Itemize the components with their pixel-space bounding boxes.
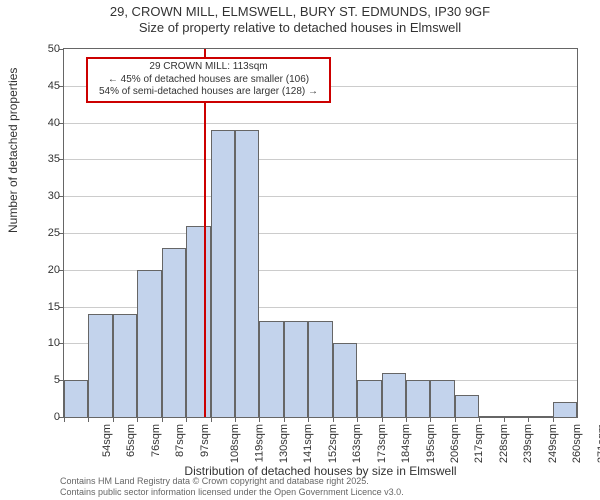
x-tick-mark bbox=[553, 417, 554, 422]
histogram-bar bbox=[308, 321, 332, 417]
histogram-bar bbox=[479, 416, 503, 417]
gridline bbox=[64, 123, 577, 124]
x-tick-label: 195sqm bbox=[425, 424, 437, 463]
y-tick-label: 10 bbox=[30, 337, 60, 349]
y-tick-label: 50 bbox=[30, 43, 60, 55]
histogram-bar bbox=[186, 226, 210, 417]
x-tick-mark bbox=[162, 417, 163, 422]
x-tick-label: 108sqm bbox=[229, 424, 241, 463]
histogram-bar bbox=[504, 416, 528, 417]
histogram-bar bbox=[259, 321, 283, 417]
histogram-bar bbox=[406, 380, 430, 417]
annotation-line: 29 CROWN MILL: 113sqm bbox=[94, 61, 323, 74]
x-tick-label: 130sqm bbox=[278, 424, 290, 463]
x-tick-mark bbox=[211, 417, 212, 422]
histogram-bar bbox=[357, 380, 381, 417]
x-tick-mark bbox=[479, 417, 480, 422]
x-tick-mark bbox=[406, 417, 407, 422]
y-tick-label: 5 bbox=[30, 374, 60, 386]
footer-line-2: Contains public sector information licen… bbox=[60, 487, 404, 498]
y-tick-label: 35 bbox=[30, 153, 60, 165]
histogram-bar bbox=[382, 373, 406, 417]
x-tick-mark bbox=[504, 417, 505, 422]
x-tick-label: 239sqm bbox=[522, 424, 534, 463]
x-tick-mark bbox=[88, 417, 89, 422]
histogram-bar bbox=[235, 130, 259, 417]
x-tick-label: 141sqm bbox=[303, 424, 315, 463]
x-tick-label: 163sqm bbox=[351, 424, 363, 463]
x-tick-label: 119sqm bbox=[253, 424, 265, 462]
x-tick-mark bbox=[382, 417, 383, 422]
histogram-bar bbox=[430, 380, 454, 417]
x-tick-mark bbox=[259, 417, 260, 422]
x-tick-mark bbox=[430, 417, 431, 422]
histogram-bar bbox=[455, 395, 479, 417]
x-tick-mark bbox=[186, 417, 187, 422]
x-tick-label: 217sqm bbox=[474, 424, 486, 463]
histogram-bar bbox=[88, 314, 112, 417]
footer-attribution: Contains HM Land Registry data © Crown c… bbox=[60, 476, 404, 498]
histogram-bar bbox=[528, 416, 552, 417]
plot-area: 29 CROWN MILL: 113sqm← 45% of detached h… bbox=[63, 48, 578, 418]
x-tick-label: 184sqm bbox=[400, 424, 412, 463]
histogram-bar bbox=[162, 248, 186, 417]
x-tick-label: 97sqm bbox=[199, 424, 211, 457]
y-tick-label: 45 bbox=[30, 80, 60, 92]
histogram-bar bbox=[553, 402, 577, 417]
y-tick-label: 20 bbox=[30, 264, 60, 276]
y-tick-label: 30 bbox=[30, 190, 60, 202]
chart-container: 29, CROWN MILL, ELMSWELL, BURY ST. EDMUN… bbox=[0, 0, 600, 500]
chart-title: 29, CROWN MILL, ELMSWELL, BURY ST. EDMUN… bbox=[0, 4, 600, 37]
x-tick-label: 87sqm bbox=[174, 424, 186, 457]
x-tick-mark bbox=[235, 417, 236, 422]
histogram-bar bbox=[137, 270, 161, 417]
x-tick-mark bbox=[528, 417, 529, 422]
y-tick-label: 40 bbox=[30, 117, 60, 129]
histogram-bar bbox=[113, 314, 137, 417]
x-tick-label: 271sqm bbox=[596, 424, 600, 463]
x-tick-mark bbox=[113, 417, 114, 422]
annotation-line: 54% of semi-detached houses are larger (… bbox=[94, 86, 323, 99]
histogram-bar bbox=[333, 343, 357, 417]
x-tick-label: 206sqm bbox=[449, 424, 461, 463]
histogram-bar bbox=[211, 130, 235, 417]
x-tick-label: 76sqm bbox=[150, 424, 162, 457]
x-tick-label: 173sqm bbox=[376, 424, 388, 463]
annotation-box: 29 CROWN MILL: 113sqm← 45% of detached h… bbox=[86, 57, 331, 103]
x-tick-mark bbox=[308, 417, 309, 422]
title-line-2: Size of property relative to detached ho… bbox=[0, 20, 600, 36]
x-tick-mark bbox=[137, 417, 138, 422]
x-tick-label: 228sqm bbox=[498, 424, 510, 463]
footer-line-1: Contains HM Land Registry data © Crown c… bbox=[60, 476, 404, 487]
annotation-line: ← 45% of detached houses are smaller (10… bbox=[94, 74, 323, 87]
y-axis-label: Number of detached properties bbox=[6, 68, 20, 233]
x-tick-label: 152sqm bbox=[327, 424, 339, 463]
y-tick-label: 25 bbox=[30, 227, 60, 239]
x-tick-mark bbox=[455, 417, 456, 422]
histogram-bar bbox=[64, 380, 88, 417]
x-tick-label: 65sqm bbox=[125, 424, 137, 457]
x-tick-mark bbox=[64, 417, 65, 422]
x-tick-mark bbox=[357, 417, 358, 422]
gridline bbox=[64, 233, 577, 234]
x-tick-label: 54sqm bbox=[101, 424, 113, 457]
x-tick-label: 260sqm bbox=[571, 424, 583, 463]
x-tick-label: 249sqm bbox=[547, 424, 559, 463]
y-tick-label: 15 bbox=[30, 301, 60, 313]
reference-line bbox=[204, 49, 206, 417]
title-line-1: 29, CROWN MILL, ELMSWELL, BURY ST. EDMUN… bbox=[0, 4, 600, 20]
x-tick-mark bbox=[284, 417, 285, 422]
y-tick-label: 0 bbox=[30, 411, 60, 423]
x-tick-mark bbox=[333, 417, 334, 422]
gridline bbox=[64, 159, 577, 160]
gridline bbox=[64, 196, 577, 197]
histogram-bar bbox=[284, 321, 308, 417]
